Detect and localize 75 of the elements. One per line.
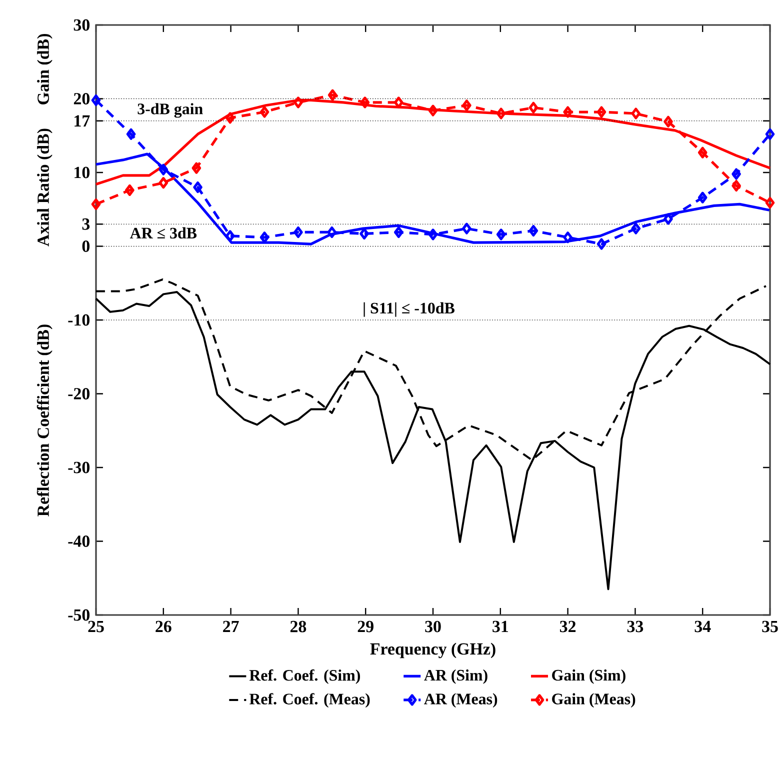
text: Axial Ratio (dB) xyxy=(37,128,52,246)
y-tick-label: 17 xyxy=(74,115,90,126)
x-tick-label: 33 xyxy=(627,620,644,632)
point xyxy=(462,100,472,112)
x-tick-label: 29 xyxy=(358,620,374,632)
point xyxy=(496,108,506,120)
x-tick-label: 31 xyxy=(492,620,508,632)
x-tick-label: 28 xyxy=(290,620,306,632)
point xyxy=(125,184,134,196)
y-tick-label: 3 xyxy=(82,218,90,230)
annotation: 3-dB gain xyxy=(138,103,203,118)
y-tick-label: -10 xyxy=(68,314,90,326)
y-tick-label: 30 xyxy=(74,19,90,31)
point xyxy=(732,168,741,180)
point xyxy=(91,198,101,210)
legend-label: AR (Sim) xyxy=(424,669,488,684)
point xyxy=(596,106,606,118)
y-tick-label: 0 xyxy=(82,240,90,252)
point xyxy=(327,226,337,238)
y-tick-label: -50 xyxy=(68,609,90,621)
legend-label: Gain (Meas) xyxy=(552,693,636,708)
point xyxy=(563,106,572,118)
point xyxy=(225,230,235,242)
y-tick-label: -20 xyxy=(68,388,90,400)
point xyxy=(496,228,506,240)
point xyxy=(664,116,673,128)
x-tick-label: 25 xyxy=(88,620,104,632)
x-tick-label: 34 xyxy=(694,620,711,632)
point xyxy=(225,112,235,124)
point xyxy=(462,222,472,234)
point xyxy=(192,162,202,174)
point xyxy=(698,146,708,158)
x-tick-label: 30 xyxy=(425,620,441,632)
point xyxy=(428,104,438,116)
point xyxy=(91,94,101,106)
point xyxy=(563,232,572,244)
point xyxy=(631,108,641,120)
point xyxy=(765,128,775,140)
text: Gain (dB) xyxy=(37,34,52,104)
x-axis-title: Frequency (GHz) xyxy=(370,642,496,658)
legend-label: Gain (Sim) xyxy=(552,669,626,684)
x-tick-label: 26 xyxy=(156,620,172,632)
legend-label: Ref. Coef. (Sim) xyxy=(249,669,360,684)
point xyxy=(698,192,708,204)
point xyxy=(394,96,404,108)
point xyxy=(394,226,404,238)
point xyxy=(328,89,338,101)
point xyxy=(294,226,303,238)
point xyxy=(765,196,775,209)
y-tick-label: 10 xyxy=(74,166,90,178)
point xyxy=(596,238,606,250)
x-tick-label: 27 xyxy=(223,620,239,632)
y-tick-label: -40 xyxy=(68,536,90,547)
x-tick-label: 32 xyxy=(560,620,576,632)
point xyxy=(158,177,168,189)
point xyxy=(732,180,741,192)
annotation: AR ≤ 3dB xyxy=(130,227,197,239)
y-tick-label: -30 xyxy=(68,462,90,474)
y-axis-title: Reflection Coefficient (dB) xyxy=(36,324,52,516)
point xyxy=(664,213,673,225)
legend-label: Ref. Coef. (Meas) xyxy=(249,693,370,708)
point xyxy=(528,224,538,237)
x-tick-label: 35 xyxy=(762,620,778,632)
point xyxy=(528,102,538,114)
annotation: | S11| ≤ -10dB xyxy=(364,302,454,317)
point xyxy=(360,96,370,108)
point xyxy=(193,181,202,194)
point xyxy=(428,228,438,240)
y-tick-label: 20 xyxy=(74,93,90,104)
point xyxy=(126,128,136,140)
point xyxy=(158,164,168,176)
point xyxy=(260,106,270,118)
point xyxy=(631,222,641,234)
point xyxy=(294,96,303,108)
legend-label: AR (Meas) xyxy=(424,693,498,708)
